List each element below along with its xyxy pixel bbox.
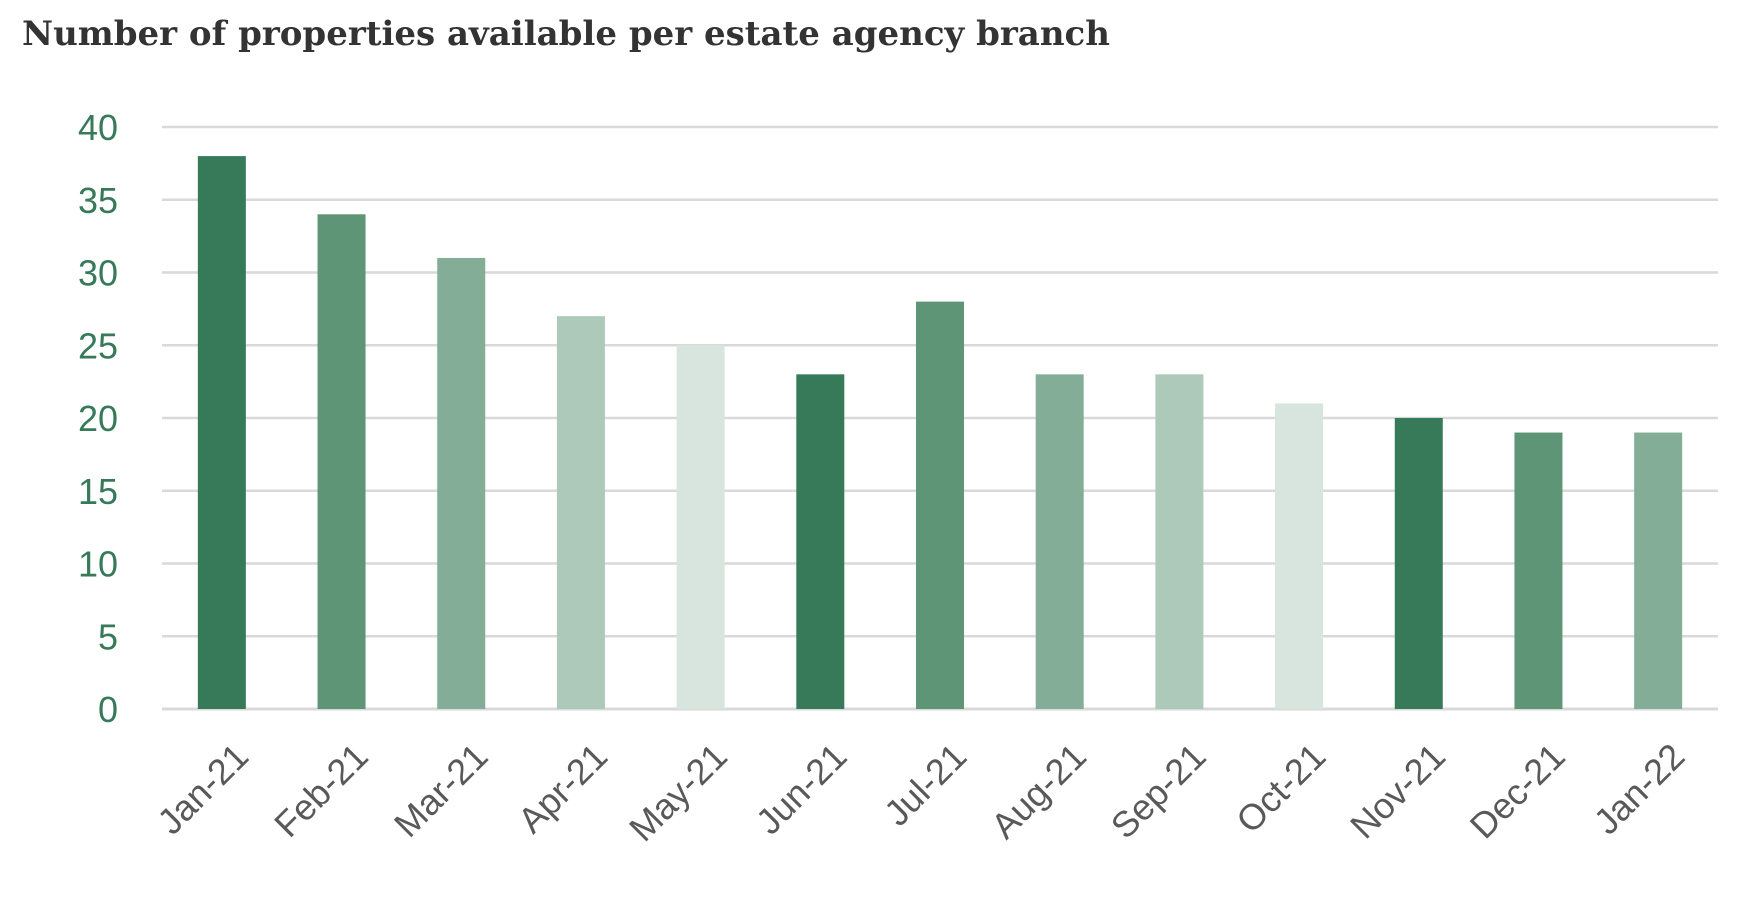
y-tick-label: 0 — [98, 689, 118, 730]
x-tick-label: May-21 — [621, 735, 735, 849]
x-tick-label: Jul-21 — [876, 735, 974, 833]
y-tick-label: 35 — [78, 180, 118, 221]
x-axis-ticks: Jan-21 Feb-21 Mar-21 Apr-21 May-21 Jun-21 Jul-… — [149, 735, 1692, 849]
y-tick-label: 30 — [78, 253, 118, 294]
x-tick-label: Apr-21 — [510, 735, 615, 840]
bar-apr-21 — [556, 316, 605, 709]
x-tick-label: Jun-21 — [748, 735, 855, 842]
x-tick-label: Feb-21 — [266, 735, 376, 845]
x-tick-label: Oct-21 — [1228, 735, 1333, 840]
y-tick-label: 20 — [78, 398, 118, 439]
y-tick-label: 5 — [98, 616, 118, 657]
bars — [197, 156, 1683, 710]
bar-mar-21 — [437, 257, 486, 709]
bar-nov-21 — [1394, 418, 1443, 709]
chart-title: Number of properties available per estat… — [22, 14, 1110, 54]
y-tick-label: 10 — [78, 544, 118, 585]
x-tick-label: Aug-21 — [983, 735, 1094, 846]
bar-aug-21 — [1035, 374, 1084, 709]
y-tick-label: 25 — [78, 325, 118, 366]
x-tick-label: Dec-21 — [1462, 735, 1573, 846]
x-tick-label: Jan-22 — [1586, 735, 1693, 842]
x-tick-label: Sep-21 — [1103, 735, 1214, 846]
bar-sep-21 — [1155, 374, 1204, 709]
bar-may-21 — [676, 345, 725, 709]
bar-jan-21 — [197, 156, 246, 710]
bar-jun-21 — [796, 374, 845, 709]
bar-jan-22 — [1634, 432, 1683, 709]
x-tick-label: Mar-21 — [386, 735, 496, 845]
bar-dec-21 — [1514, 432, 1563, 709]
y-tick-label: 15 — [78, 471, 118, 512]
x-tick-label: Nov-21 — [1342, 735, 1453, 846]
x-tick-label: Jan-21 — [149, 735, 256, 842]
bar-feb-21 — [317, 214, 366, 710]
y-tick-label: 40 — [78, 107, 118, 148]
bar-jul-21 — [916, 301, 964, 709]
bar-oct-21 — [1275, 403, 1324, 709]
y-axis-ticks: 0 5 10 15 20 25 30 35 40 — [78, 107, 118, 730]
